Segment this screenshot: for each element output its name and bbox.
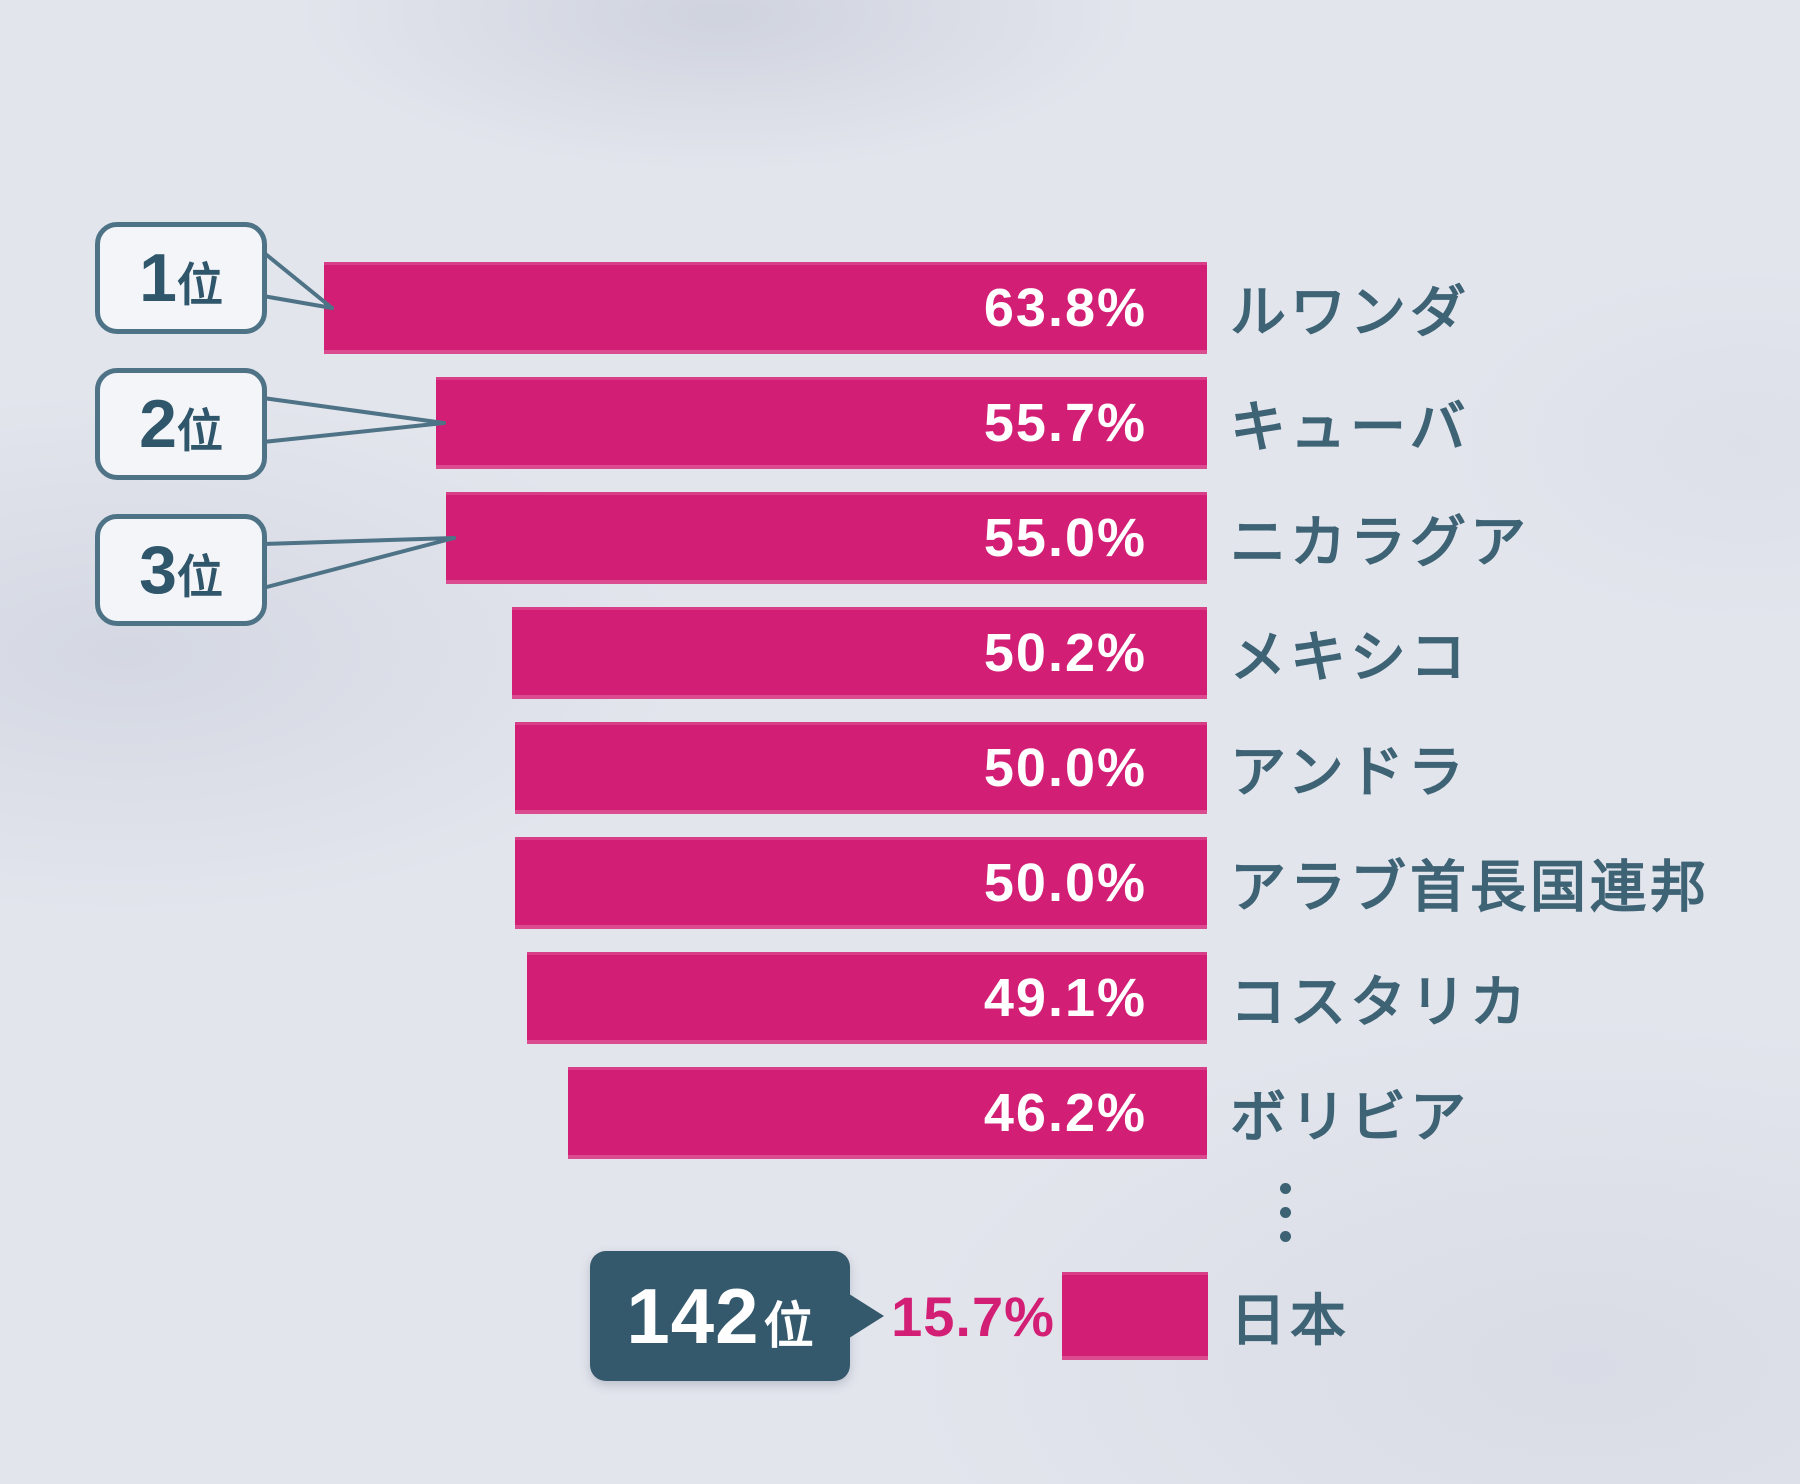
bar-value-label: 46.2% — [983, 1083, 1147, 1143]
japan-rank-number: 142 — [626, 1272, 760, 1360]
rank-number: 2 — [139, 386, 177, 462]
japan-category-label: 日本 — [1230, 1288, 1350, 1352]
country-label: アラブ首長国連邦 — [1230, 855, 1710, 919]
callout-tail-line — [261, 421, 446, 444]
japan-rank-suffix: 位 — [763, 1298, 814, 1354]
japan-bar — [1062, 1272, 1208, 1360]
bar-value-label: 63.8% — [983, 278, 1147, 338]
rank-callout-bubble: 2 位 — [95, 368, 267, 480]
callout-tail-line — [261, 536, 456, 590]
bar-value-label: 49.1% — [983, 968, 1147, 1028]
rank-suffix: 位 — [176, 259, 223, 311]
bar-row: 63.8% ルワンダ — [0, 262, 1800, 354]
bar-row: 50.2% メキシコ — [0, 607, 1800, 699]
bar: 55.0% — [446, 492, 1207, 584]
country-label: ニカラグア — [1230, 510, 1530, 574]
bar-row: 55.0% ニカラグア — [0, 492, 1800, 584]
ellipsis-dots-icon — [1280, 1183, 1291, 1242]
country-label: メキシコ — [1230, 625, 1470, 689]
bar-value-label: 50.2% — [983, 623, 1147, 683]
bar-row: 50.0% アラブ首長国連邦 — [0, 837, 1800, 929]
bar: 49.1% — [527, 952, 1207, 1044]
ellipsis-dot — [1280, 1207, 1291, 1218]
callout-tail-line — [261, 294, 334, 310]
bar: 46.2% — [568, 1067, 1207, 1159]
callout-tail-line — [261, 250, 334, 310]
rank-callout-bubble: 3 位 — [95, 514, 267, 626]
bar-row: 46.2% ボリビア — [0, 1067, 1800, 1159]
bar: 50.0% — [515, 837, 1207, 929]
country-label: キューバ — [1230, 395, 1470, 459]
bar: 63.8% — [324, 262, 1207, 354]
rank-suffix: 位 — [176, 405, 223, 457]
bar-value-label: 55.0% — [983, 508, 1147, 568]
japan-rank-badge: 142 位 — [590, 1251, 850, 1381]
country-label: アンドラ — [1230, 740, 1468, 804]
bar-row: 50.0% アンドラ — [0, 722, 1800, 814]
ellipsis-dot — [1280, 1231, 1291, 1242]
rank-callout-bubble: 1 位 — [95, 222, 267, 334]
bar: 50.0% — [515, 722, 1207, 814]
bar-value-label: 50.0% — [983, 853, 1147, 913]
japan-value-label: 15.7% — [891, 1284, 1055, 1348]
bar-value-label: 50.0% — [983, 738, 1147, 798]
callout-tail-line — [261, 396, 446, 425]
country-label: コスタリカ — [1230, 970, 1530, 1034]
callout-tail-line — [261, 536, 456, 546]
country-label: ボリビア — [1230, 1085, 1470, 1149]
rank-suffix: 位 — [176, 551, 223, 603]
rank-number: 1 — [139, 240, 177, 316]
rank-number: 3 — [139, 532, 177, 608]
bar-row: 55.7% キューバ — [0, 377, 1800, 469]
country-label: ルワンダ — [1230, 280, 1470, 344]
bar-value-label: 55.7% — [983, 393, 1147, 453]
bar-row: 49.1% コスタリカ — [0, 952, 1800, 1044]
bar: 55.7% — [436, 377, 1207, 469]
badge-arrow-icon — [846, 1292, 884, 1340]
bar: 50.2% — [512, 607, 1207, 699]
ellipsis-dot — [1280, 1183, 1291, 1194]
